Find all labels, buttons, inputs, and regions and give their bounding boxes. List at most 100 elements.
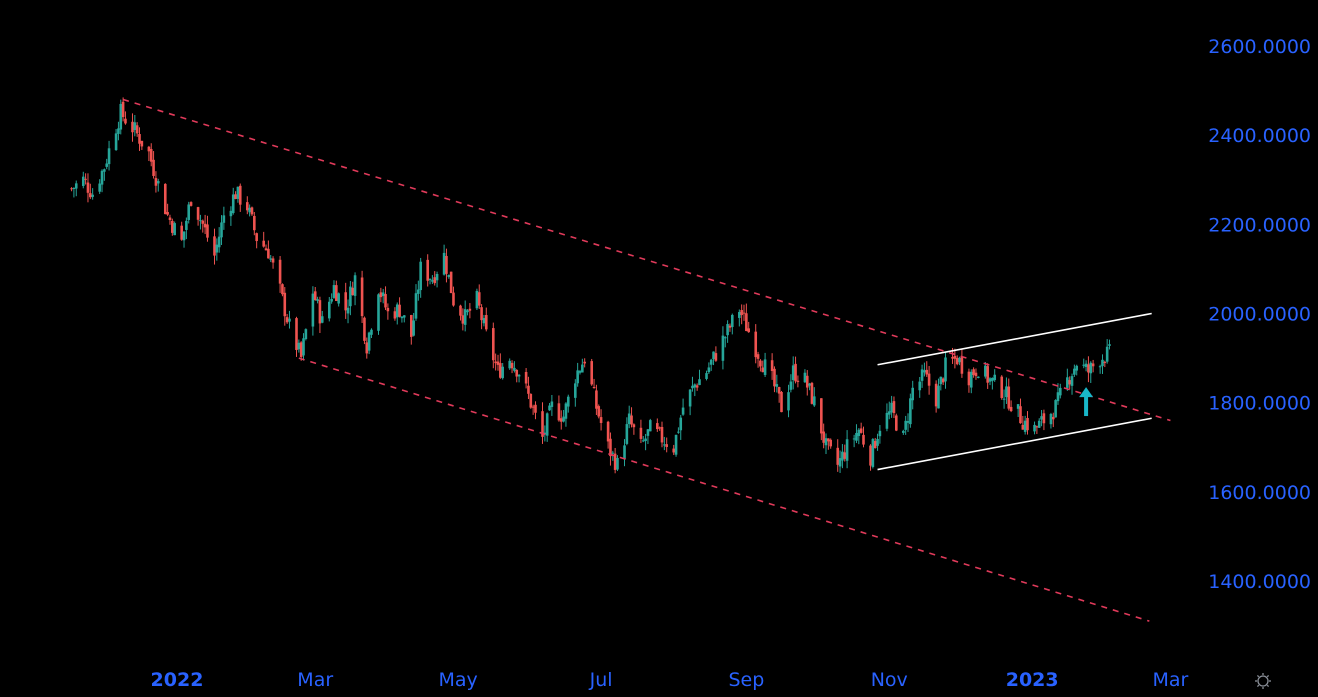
candle[interactable] <box>796 375 800 388</box>
candle[interactable] <box>1101 354 1104 374</box>
candle[interactable] <box>72 187 76 198</box>
candle[interactable] <box>820 398 823 441</box>
candle[interactable] <box>754 324 758 364</box>
candle[interactable] <box>70 187 73 192</box>
candle[interactable] <box>1019 398 1022 424</box>
up-arrow-icon[interactable] <box>1079 387 1094 417</box>
candle[interactable] <box>887 401 891 420</box>
candle[interactable] <box>278 256 282 293</box>
candle[interactable] <box>419 257 422 298</box>
candle[interactable] <box>262 231 265 248</box>
candle[interactable] <box>862 426 865 448</box>
candle[interactable] <box>967 368 971 393</box>
candle[interactable] <box>182 231 186 248</box>
candle[interactable] <box>147 145 151 162</box>
candle[interactable] <box>395 302 399 325</box>
candle[interactable] <box>1000 375 1004 400</box>
candle[interactable] <box>986 363 989 389</box>
candle[interactable] <box>759 359 762 372</box>
candle[interactable] <box>609 432 612 466</box>
candle[interactable] <box>468 303 472 319</box>
candle[interactable] <box>665 437 668 453</box>
descending-channel-lower[interactable] <box>298 357 1150 622</box>
candle[interactable] <box>346 299 350 324</box>
candle[interactable] <box>1033 421 1036 435</box>
candle[interactable] <box>541 402 544 444</box>
candle[interactable] <box>410 314 413 345</box>
candle[interactable] <box>721 326 725 370</box>
candle[interactable] <box>114 128 118 151</box>
candle[interactable] <box>740 304 743 325</box>
candle[interactable] <box>447 274 451 279</box>
candle[interactable] <box>906 413 910 432</box>
candle[interactable] <box>1009 400 1013 413</box>
candle[interactable] <box>98 179 101 194</box>
candle[interactable] <box>508 358 512 370</box>
candle[interactable] <box>199 214 202 230</box>
candle[interactable] <box>838 450 842 473</box>
candle[interactable] <box>876 433 879 451</box>
candle[interactable] <box>400 316 404 323</box>
candle[interactable] <box>827 438 830 450</box>
candle[interactable] <box>445 248 448 283</box>
candle[interactable] <box>386 303 390 320</box>
candle[interactable] <box>442 244 446 276</box>
candle[interactable] <box>1054 399 1057 418</box>
candle[interactable] <box>738 309 741 327</box>
candle[interactable] <box>641 436 645 443</box>
candle[interactable] <box>189 201 193 207</box>
candle[interactable] <box>761 360 765 373</box>
candle[interactable] <box>723 336 727 348</box>
candle[interactable] <box>515 369 519 383</box>
candle[interactable] <box>1051 412 1055 428</box>
candle[interactable] <box>365 337 369 359</box>
candle[interactable] <box>496 354 500 371</box>
ascending-channel-lower[interactable] <box>877 417 1152 471</box>
candle[interactable] <box>285 313 289 324</box>
ascending-channel-upper[interactable] <box>877 312 1152 366</box>
candle[interactable] <box>775 374 779 393</box>
candle[interactable] <box>510 360 514 374</box>
candle[interactable] <box>414 284 418 321</box>
candle[interactable] <box>632 423 636 435</box>
gear-icon[interactable] <box>1255 673 1271 689</box>
candle[interactable] <box>426 254 430 287</box>
candle[interactable] <box>805 370 809 396</box>
candle[interactable] <box>381 288 385 304</box>
candle[interactable] <box>578 369 582 375</box>
candle[interactable] <box>196 206 200 226</box>
candle[interactable] <box>583 358 586 368</box>
candle[interactable] <box>81 171 85 189</box>
candle[interactable] <box>960 348 964 378</box>
candle[interactable] <box>592 378 596 389</box>
candle[interactable] <box>480 304 483 330</box>
candle[interactable] <box>213 228 216 265</box>
candle[interactable] <box>353 272 357 306</box>
candle[interactable] <box>677 427 680 434</box>
candle[interactable] <box>742 304 746 321</box>
candle[interactable] <box>484 307 488 332</box>
candle[interactable] <box>1059 383 1062 399</box>
candle[interactable] <box>787 384 790 418</box>
candle[interactable] <box>648 418 652 432</box>
candle[interactable] <box>124 111 127 125</box>
candle[interactable] <box>763 352 767 377</box>
candle[interactable] <box>482 314 486 327</box>
candle[interactable] <box>812 387 816 407</box>
candle[interactable] <box>1070 373 1074 395</box>
candle[interactable] <box>993 369 997 382</box>
candle[interactable] <box>859 422 863 434</box>
candle[interactable] <box>311 286 315 336</box>
candle[interactable] <box>1082 358 1086 369</box>
candle[interactable] <box>991 377 994 390</box>
candle[interactable] <box>302 333 305 361</box>
candle[interactable] <box>245 196 249 215</box>
candle[interactable] <box>215 238 219 261</box>
candle[interactable] <box>297 339 301 353</box>
candle[interactable] <box>138 127 141 151</box>
candle[interactable] <box>773 366 776 393</box>
candle[interactable] <box>988 377 992 386</box>
candle[interactable] <box>705 370 708 381</box>
candle[interactable] <box>499 353 502 379</box>
candle[interactable] <box>1087 356 1090 383</box>
